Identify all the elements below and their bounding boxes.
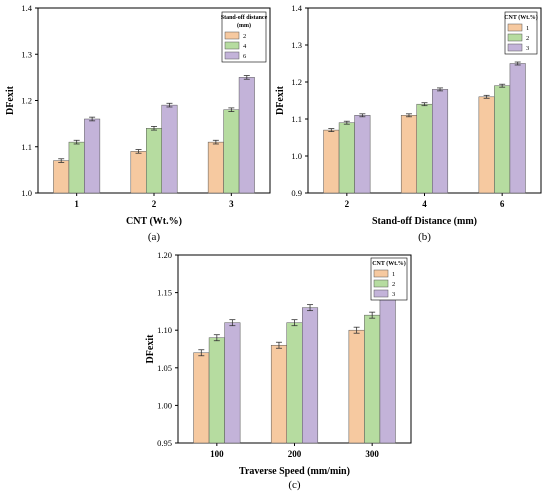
y-tick-label: 1.15 (157, 288, 172, 298)
bar (302, 307, 319, 444)
y-tick-label: 1.4 (21, 3, 32, 13)
x-tick-label: 300 (365, 449, 379, 459)
y-tick-label: 1.0 (291, 151, 302, 161)
y-tick-label: 0.95 (157, 438, 172, 448)
chart-panel-1: 1.0 1.1 1.2 1.3 1.4 1 2 3 CNT (Wt.%) DFexit Stand-… (5, 3, 271, 243)
bar (238, 77, 255, 194)
bar (207, 141, 224, 194)
bar (338, 122, 355, 194)
panel-label: (a) (148, 231, 161, 243)
bar (323, 129, 340, 194)
legend-swatch (507, 33, 523, 42)
legend: Stand-off distance(mm) 2 4 6 (221, 11, 268, 63)
legend-entry-label: 2 (526, 35, 529, 42)
legend-swatch (373, 289, 389, 298)
legend-swatch (373, 269, 389, 278)
bar (348, 329, 365, 444)
y-tick-label: 1.0 (21, 188, 32, 198)
legend-entry-label: 3 (526, 45, 529, 52)
y-tick-label: 1.3 (21, 49, 32, 59)
bar (478, 96, 495, 194)
legend-entry-label: 2 (243, 33, 246, 40)
legend-swatch (507, 23, 523, 32)
bar (84, 118, 101, 194)
legend-swatch (224, 51, 240, 60)
x-tick-label: 1 (74, 199, 79, 209)
bar (208, 337, 225, 444)
y-tick-label: 1.4 (291, 3, 302, 13)
legend-title: Stand-off distance (221, 15, 268, 21)
x-axis-label: Stand-off Distance (mm) (372, 216, 477, 227)
bar (494, 85, 511, 194)
bar (146, 128, 162, 194)
legend-swatch (224, 41, 240, 50)
legend-entry-label: 6 (243, 53, 247, 60)
legend-entry-label: 4 (243, 43, 247, 50)
bar (68, 141, 85, 194)
bar (161, 104, 178, 194)
legend: CNT (Wt.%) 1 2 3 (370, 257, 408, 301)
x-tick-label: 100 (210, 449, 224, 459)
legend-entry-label: 1 (526, 25, 529, 32)
x-axis-label: CNT (Wt.%) (126, 216, 182, 227)
bar (193, 352, 210, 444)
legend-swatch (224, 31, 240, 40)
bar (224, 322, 241, 444)
bar (379, 292, 396, 444)
legend-entry-label: 3 (392, 291, 395, 298)
x-tick-label: 3 (229, 199, 234, 209)
panel-label: (c) (288, 479, 301, 491)
panel-label: (b) (418, 231, 431, 243)
x-axis-label: Traverse Speed (mm/min) (239, 466, 350, 477)
y-tick-label: 1.3 (291, 40, 302, 50)
y-tick-label: 1.00 (157, 400, 172, 410)
bar (364, 314, 381, 444)
y-axis-label: DFexit (275, 85, 286, 115)
legend-title: CNT (Wt.%) (372, 260, 406, 267)
legend: CNT (Wt.%) 1 2 3 (504, 11, 538, 55)
y-tick-label: 1.20 (157, 250, 172, 260)
bar (223, 109, 240, 194)
x-tick-label: 2 (345, 199, 350, 209)
bar (432, 89, 449, 194)
y-axis-label: DFexit (145, 334, 156, 364)
bar (400, 115, 417, 194)
x-tick-label: 6 (500, 199, 505, 209)
bar (286, 322, 303, 444)
chart-panel-2: 0.9 1.0 1.1 1.2 1.3 1.4 2 4 6 Stand-off Distance … (275, 3, 542, 243)
y-tick-label: 1.05 (157, 363, 172, 373)
bar (509, 63, 526, 194)
legend-title: CNT (Wt.%) (504, 14, 538, 21)
bar (53, 160, 70, 194)
y-tick-label: 1.1 (291, 114, 302, 124)
bar (416, 103, 433, 194)
legend-entry-label: 2 (392, 281, 395, 288)
bar (270, 344, 287, 444)
y-tick-label: 0.9 (291, 188, 302, 198)
y-tick-label: 1.10 (157, 325, 172, 335)
y-axis-label: DFexit (5, 85, 16, 115)
chart-panel-3: 0.95 1.00 1.05 1.10 1.15 1.20 100 200 300 Travers… (145, 250, 412, 491)
x-tick-label: 2 (152, 199, 157, 209)
bar (130, 151, 147, 194)
y-tick-label: 1.2 (291, 77, 302, 87)
x-tick-label: 4 (422, 199, 427, 209)
y-tick-label: 1.1 (21, 142, 32, 152)
bar (354, 115, 371, 194)
legend-entry-label: 1 (392, 271, 395, 278)
x-tick-label: 200 (288, 449, 302, 459)
legend-title: (mm) (237, 22, 251, 29)
y-tick-label: 1.2 (21, 96, 32, 106)
legend-swatch (373, 279, 389, 288)
legend-swatch (507, 43, 523, 52)
